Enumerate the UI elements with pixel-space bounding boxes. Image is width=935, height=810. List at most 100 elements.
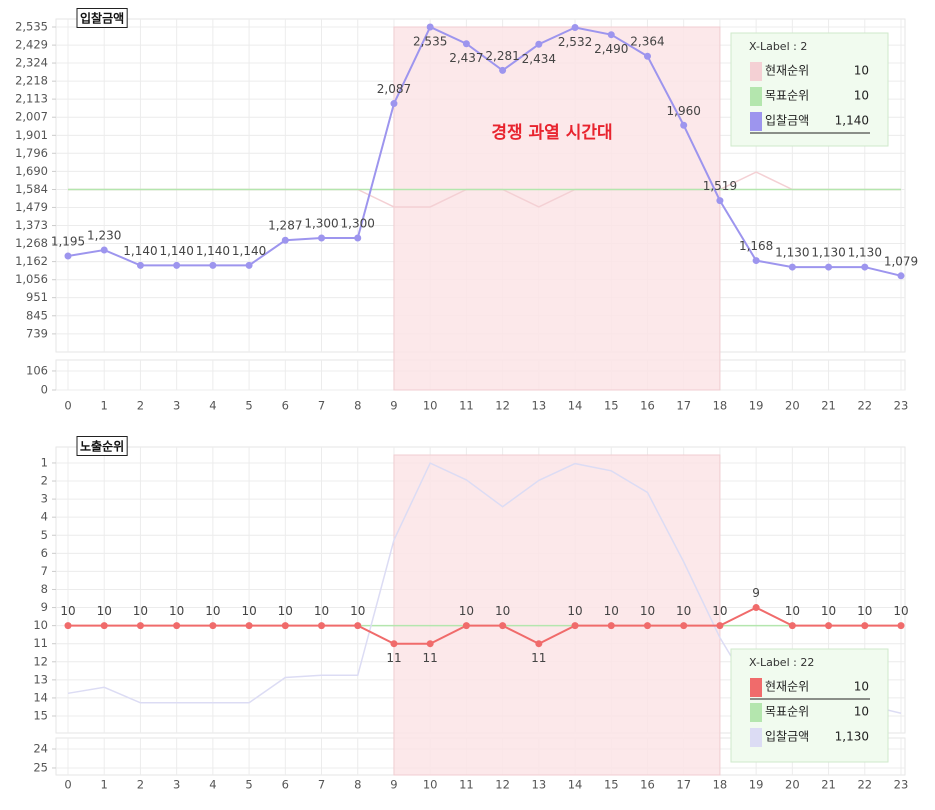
- y-tick-label: 11: [33, 636, 48, 650]
- data-point: [64, 622, 72, 630]
- y-tick-label: 1,584: [15, 182, 48, 196]
- y-tick-label: 7: [41, 564, 48, 578]
- data-label: 10: [133, 604, 148, 618]
- data-label: 2,437: [449, 51, 483, 65]
- data-point: [897, 272, 905, 280]
- x-tick-label: 3: [173, 399, 180, 413]
- legend-swatch: [750, 678, 762, 697]
- x-tick-label: 5: [245, 778, 252, 792]
- data-label: 1,300: [341, 217, 375, 231]
- data-point: [462, 40, 470, 48]
- legend-title: X-Label : 22: [749, 656, 814, 669]
- data-label: 10: [567, 604, 582, 618]
- data-label: 2,490: [594, 42, 628, 56]
- x-tick-label: 17: [676, 778, 691, 792]
- data-point: [535, 640, 543, 648]
- x-tick-label: 9: [390, 399, 397, 413]
- data-label: 10: [169, 604, 184, 618]
- data-point: [245, 622, 253, 630]
- data-label: 1,140: [232, 244, 266, 258]
- data-label: 10: [640, 604, 655, 618]
- x-tick-label: 18: [713, 778, 728, 792]
- x-tick-label: 5: [245, 399, 252, 413]
- x-tick-label: 0: [64, 399, 71, 413]
- legend-value: 10: [854, 64, 869, 78]
- chart-title-box: [76, 8, 128, 28]
- data-label: 1,287: [268, 219, 302, 233]
- x-tick-label: 21: [821, 778, 836, 792]
- x-tick-label: 7: [318, 778, 325, 792]
- x-tick-label: 23: [894, 778, 909, 792]
- legend-label: 입찰금액: [765, 730, 809, 744]
- data-label: 2,532: [558, 35, 592, 49]
- y-tick-label: 739: [26, 326, 48, 340]
- data-label: 10: [495, 604, 510, 618]
- x-tick-label: 21: [821, 399, 836, 413]
- y-tick-label: 951: [26, 290, 48, 304]
- data-point: [354, 234, 362, 242]
- x-tick-label: 4: [209, 778, 216, 792]
- y-tick-label: 1,479: [15, 200, 48, 214]
- y-tick-label: 2,113: [15, 92, 48, 106]
- data-label: 2,535: [413, 35, 447, 49]
- y-tick-label: 24: [33, 742, 48, 756]
- data-point: [136, 261, 144, 269]
- data-label: 1,140: [196, 244, 230, 258]
- x-tick-label: 13: [532, 399, 547, 413]
- x-tick-label: 7: [318, 399, 325, 413]
- data-point: [861, 263, 869, 271]
- data-point: [173, 261, 181, 269]
- data-point: [607, 622, 615, 630]
- data-label: 10: [97, 604, 112, 618]
- x-tick-label: 19: [749, 778, 764, 792]
- legend-value: 1,140: [835, 114, 869, 128]
- x-tick-label: 22: [857, 778, 872, 792]
- data-label: 10: [278, 604, 293, 618]
- data-point: [390, 100, 398, 108]
- y-tick-label: 9: [41, 600, 48, 614]
- x-tick-label: 6: [282, 778, 289, 792]
- x-tick-label: 16: [640, 778, 655, 792]
- y-tick-label: 15: [33, 709, 48, 723]
- x-tick-label: 11: [459, 399, 474, 413]
- y-tick-label: 0: [41, 383, 48, 397]
- data-point: [173, 622, 181, 630]
- data-point: [752, 604, 760, 612]
- data-point: [318, 622, 326, 630]
- data-point: [716, 622, 724, 630]
- y-tick-label: 13: [33, 672, 48, 686]
- legend-label: 현재순위: [765, 64, 809, 78]
- data-label: 2,281: [485, 49, 519, 63]
- y-tick-label: 6: [41, 546, 48, 560]
- highlight-band: [393, 26, 721, 391]
- chart-title: 입찰금액: [80, 11, 124, 26]
- x-tick-label: 8: [354, 778, 361, 792]
- y-tick-label: 2,218: [15, 74, 48, 88]
- x-tick-label: 10: [423, 399, 438, 413]
- y-tick-label: 1: [41, 455, 48, 469]
- data-point: [136, 622, 144, 630]
- data-label: 2,434: [522, 52, 556, 66]
- data-point: [426, 23, 434, 31]
- legend-swatch: [750, 703, 762, 722]
- x-tick-label: 6: [282, 399, 289, 413]
- data-label: 1,140: [123, 244, 157, 258]
- data-point: [788, 622, 796, 630]
- data-label: 1,960: [667, 104, 701, 118]
- x-tick-label: 18: [713, 399, 728, 413]
- y-tick-label: 1,056: [15, 272, 48, 286]
- legend-swatch: [750, 87, 762, 106]
- data-point: [390, 640, 398, 648]
- data-point: [825, 263, 833, 271]
- data-label: 1,195: [51, 234, 85, 248]
- x-tick-label: 0: [64, 778, 71, 792]
- x-tick-label: 22: [857, 399, 872, 413]
- data-point: [788, 263, 796, 271]
- x-tick-label: 1: [101, 778, 108, 792]
- data-label: 9: [752, 586, 760, 600]
- x-tick-label: 13: [532, 778, 547, 792]
- data-label: 1,140: [159, 244, 193, 258]
- data-point: [571, 622, 579, 630]
- legend-value: 10: [854, 705, 869, 719]
